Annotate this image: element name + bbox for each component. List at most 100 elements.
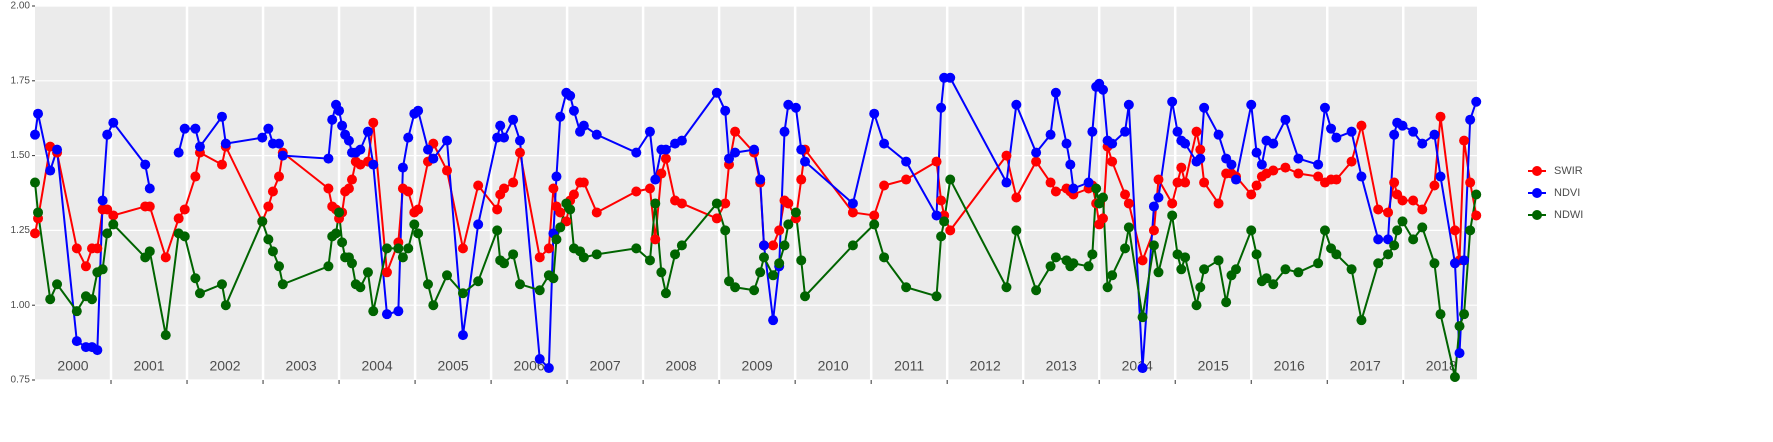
data-point [1199, 177, 1210, 188]
data-point [901, 174, 912, 185]
data-point [1319, 225, 1330, 236]
data-point [1231, 264, 1242, 275]
data-point [1408, 195, 1419, 206]
data-point [346, 174, 357, 185]
data-point [343, 135, 354, 146]
data-point [1011, 225, 1022, 236]
data-point [1356, 171, 1367, 182]
data-point [1153, 174, 1164, 185]
data-point [1373, 258, 1384, 269]
x-tick-label: 2009 [742, 358, 773, 374]
data-point [190, 273, 201, 284]
data-point [508, 177, 519, 188]
data-point [1231, 174, 1242, 185]
data-point [1319, 102, 1330, 113]
data-point [1098, 84, 1109, 95]
data-point [720, 198, 731, 209]
data-point [45, 165, 56, 176]
data-point [263, 201, 274, 212]
data-point [1313, 159, 1324, 170]
data-point [1397, 120, 1408, 131]
data-point [1449, 225, 1460, 236]
data-point [508, 114, 519, 125]
data-point [108, 210, 119, 221]
x-tick-label: 2002 [209, 358, 240, 374]
data-point [555, 111, 566, 122]
data-point [768, 270, 779, 281]
data-point [216, 159, 227, 170]
data-point [403, 132, 414, 143]
data-point [194, 141, 205, 152]
data-point [1429, 129, 1440, 140]
data-point [755, 267, 766, 278]
data-point [1172, 249, 1183, 260]
data-point [730, 126, 741, 137]
data-point [1429, 258, 1440, 269]
data-point [499, 258, 510, 269]
data-point [1313, 258, 1324, 269]
data-point [514, 279, 525, 290]
data-point [670, 249, 681, 260]
data-point [267, 246, 278, 257]
legend-label: NDVI [1554, 187, 1580, 199]
data-point [1120, 126, 1131, 137]
data-point [749, 144, 760, 155]
data-point [555, 207, 566, 218]
data-point [1011, 99, 1022, 110]
data-point [1392, 225, 1403, 236]
data-point [1195, 282, 1206, 293]
data-point [790, 207, 801, 218]
legend-marker [1532, 166, 1542, 176]
legend-marker [1532, 210, 1542, 220]
data-point [337, 237, 348, 248]
data-point [711, 87, 722, 98]
data-point [1191, 300, 1202, 311]
data-point [1346, 156, 1357, 167]
data-point [945, 174, 956, 185]
data-point [343, 183, 354, 194]
data-point [413, 228, 424, 239]
data-point [676, 240, 687, 251]
data-point [774, 225, 785, 236]
data-point [1061, 138, 1072, 149]
data-point [362, 267, 373, 278]
data-point [1011, 192, 1022, 203]
data-point [71, 336, 82, 347]
data-point [1098, 192, 1109, 203]
data-point [644, 255, 655, 266]
data-point [548, 183, 559, 194]
data-point [1465, 225, 1476, 236]
data-point [190, 171, 201, 182]
data-point [1167, 210, 1178, 221]
data-point [1454, 321, 1465, 332]
data-point [1213, 129, 1224, 140]
data-point [1137, 312, 1148, 323]
data-point [676, 198, 687, 209]
data-point [1356, 315, 1367, 326]
data-point [790, 102, 801, 113]
data-point [783, 198, 794, 209]
data-point [796, 174, 807, 185]
data-point [413, 204, 424, 215]
x-tick-label: 2001 [133, 358, 164, 374]
x-tick-label: 2012 [970, 358, 1001, 374]
data-point [337, 120, 348, 131]
data-point [403, 243, 414, 254]
data-point [1102, 282, 1113, 293]
data-point [397, 252, 408, 263]
data-point [936, 195, 947, 206]
data-point [1167, 198, 1178, 209]
data-point [442, 135, 452, 146]
data-point [1148, 201, 1159, 212]
data-point [945, 72, 956, 83]
data-point [1429, 180, 1440, 191]
data-point [1280, 264, 1291, 275]
data-point [428, 300, 439, 311]
data-point [1246, 189, 1257, 200]
data-point [755, 174, 766, 185]
data-point [1123, 198, 1134, 209]
data-point [1293, 153, 1304, 164]
data-point [1251, 249, 1262, 260]
data-point [45, 294, 56, 305]
data-point [1137, 363, 1148, 374]
